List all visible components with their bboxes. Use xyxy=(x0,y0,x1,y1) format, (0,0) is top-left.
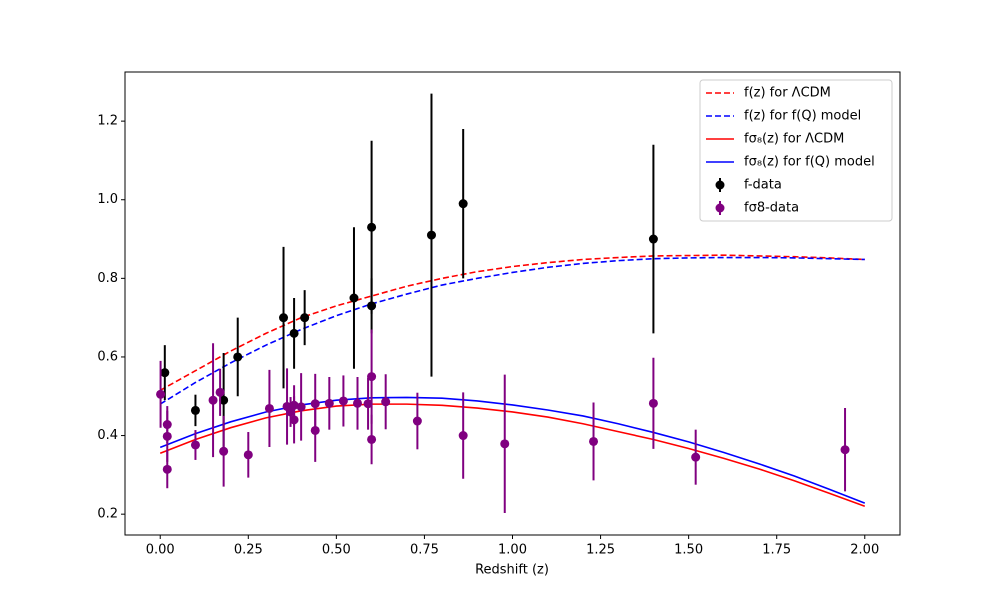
y-tick-label: 0.4 xyxy=(97,428,118,443)
curve xyxy=(159,403,866,508)
data-point xyxy=(296,402,306,412)
x-axis-label: Redshift (z) xyxy=(475,563,549,578)
y-tick-label: 0.6 xyxy=(97,349,118,364)
legend-label: f(z) for ΛCDM xyxy=(744,86,831,101)
data-point xyxy=(300,313,310,323)
data-point xyxy=(367,434,377,444)
legend-label: fσ₈(z) for f(Q) model xyxy=(744,155,875,170)
data-point xyxy=(648,234,658,244)
legend-label: f-data xyxy=(744,178,782,193)
legend-handle xyxy=(715,203,725,213)
data-point xyxy=(162,464,172,474)
data-point xyxy=(208,395,218,405)
data-point xyxy=(412,416,422,426)
data-point xyxy=(363,399,373,409)
data-point xyxy=(691,452,701,462)
data-point xyxy=(190,440,200,450)
data-point xyxy=(156,389,166,399)
data-point xyxy=(367,301,377,311)
y-tick-label: 0.2 xyxy=(97,507,118,522)
x-tick-label: 1.25 xyxy=(586,543,615,558)
data-point xyxy=(289,328,299,338)
data-point xyxy=(162,431,172,441)
x-tick-label: 1.75 xyxy=(762,543,791,558)
data-point xyxy=(215,387,225,397)
y-tick-label: 1.0 xyxy=(97,192,118,207)
data-point xyxy=(233,352,243,362)
data-point xyxy=(648,398,658,408)
data-point xyxy=(310,399,320,409)
x-tick-label: 0.00 xyxy=(146,543,175,558)
data-point xyxy=(349,293,359,303)
x-tick-label: 2.00 xyxy=(850,543,879,558)
data-point xyxy=(160,368,170,378)
plot-frame xyxy=(124,71,901,536)
data-point xyxy=(589,436,599,446)
data-point xyxy=(426,230,436,240)
x-tick-label: 1.50 xyxy=(674,543,703,558)
data-point xyxy=(279,313,289,323)
data-point xyxy=(264,403,274,413)
legend-handle xyxy=(715,180,725,190)
data-point xyxy=(353,398,362,408)
data-point xyxy=(289,415,299,425)
legend-label: f(z) for f(Q) model xyxy=(744,109,861,124)
data-point xyxy=(367,222,377,232)
data-point xyxy=(338,396,348,406)
data-point xyxy=(219,446,229,456)
curve xyxy=(159,256,865,405)
y-tick-label: 1.2 xyxy=(97,114,118,129)
legend-box xyxy=(699,79,893,222)
curve xyxy=(159,396,866,504)
x-tick-label: 1.00 xyxy=(498,543,527,558)
data-point xyxy=(381,397,391,407)
data-point xyxy=(458,431,468,441)
data-point xyxy=(840,445,850,455)
legend-label: fσ₈(z) for ΛCDM xyxy=(744,132,844,147)
x-tick-label: 0.50 xyxy=(322,543,351,558)
data-point xyxy=(219,395,229,405)
data-point xyxy=(324,398,334,408)
data-point xyxy=(500,439,510,449)
data-point xyxy=(190,405,200,415)
data-point xyxy=(458,199,468,209)
data-point xyxy=(243,450,253,460)
data-point xyxy=(367,372,377,382)
x-tick-label: 0.25 xyxy=(234,543,263,558)
legend-label: fσ8-data xyxy=(744,201,799,216)
data-point xyxy=(286,407,296,417)
y-tick-label: 0.8 xyxy=(97,271,118,286)
x-tick-label: 0.75 xyxy=(410,543,439,558)
